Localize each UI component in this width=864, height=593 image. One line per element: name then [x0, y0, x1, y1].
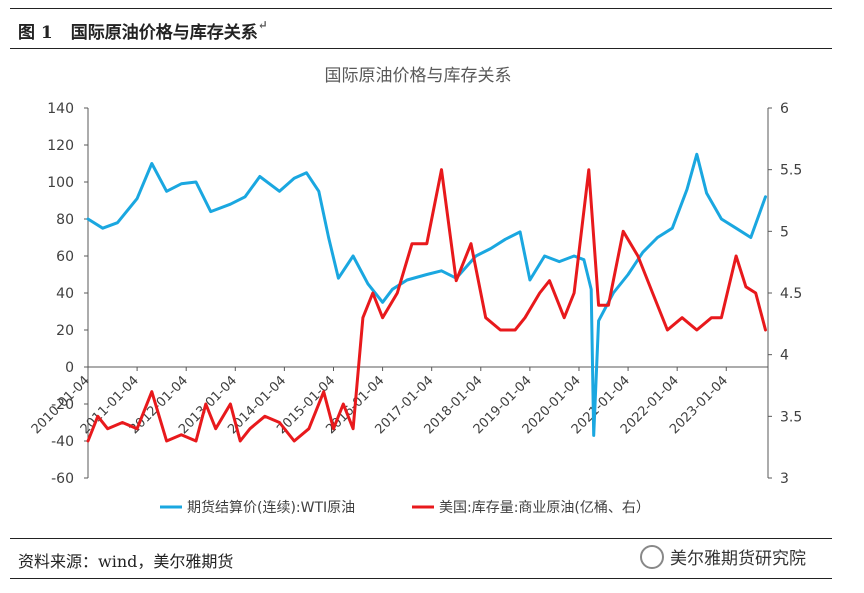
top-rule — [10, 8, 832, 9]
chart-title: 国际原油价格与库存关系 — [325, 66, 512, 86]
left-tick-label: 60 — [56, 249, 74, 265]
brand-watermark: 美尔雅期货研究院 — [640, 544, 806, 571]
line-chart: 国际原油价格与库存关系 -60 -40 -20 0 20 40 60 80 100 120 140 3… — [29, 66, 802, 516]
legend-label-wti: 期货结算价(连续):WTI原油 — [187, 499, 355, 516]
wechat-icon — [640, 545, 664, 569]
left-tick-label: -20 — [51, 397, 74, 413]
right-tick-label: 5 — [780, 224, 789, 240]
right-tick-label: 3.5 — [780, 409, 802, 425]
left-tick-label: 0 — [65, 360, 74, 376]
right-tick-label: 3 — [780, 471, 789, 487]
left-tick-label: -60 — [51, 471, 74, 487]
right-tick-label: 4 — [780, 348, 789, 364]
axes: -60 -40 -20 0 20 40 60 80 100 120 140 3 3.5 4 4.5 5 5.5 6… — [29, 101, 802, 487]
left-tick-label: 20 — [56, 323, 74, 339]
figure-number: 图 1 — [18, 23, 53, 43]
wti-price-line — [86, 152, 767, 437]
legend-label-inventory: 美国:库存量:商业原油(亿桶、右） — [439, 500, 650, 516]
us-crude-inventory-line — [86, 168, 767, 443]
figure-caption: 国际原油价格与库存关系 — [70, 23, 258, 43]
left-tick-label: -40 — [51, 434, 74, 450]
right-tick-label: 5.5 — [780, 163, 802, 179]
brand-name: 美尔雅期货研究院 — [670, 549, 806, 569]
right-tick-label: 4.5 — [780, 286, 802, 302]
figure-heading: 图 1 国际原油价格与库存关系 ↵ — [18, 18, 268, 43]
heading-rule — [10, 48, 832, 49]
left-tick-label: 100 — [47, 175, 74, 191]
left-tick-label: 120 — [47, 138, 74, 154]
series-lines — [86, 152, 767, 443]
legend: 期货结算价(连续):WTI原油 美国:库存量:商业原油(亿桶、右） — [160, 499, 650, 516]
source-top-rule — [10, 538, 832, 539]
source-bottom-rule — [10, 578, 832, 579]
right-tick-label: 6 — [780, 101, 789, 117]
left-tick-label: 40 — [56, 286, 74, 302]
source-note: 资料来源：wind，美尔雅期货 — [18, 552, 234, 571]
left-tick-label: 140 — [47, 101, 74, 117]
left-tick-label: 80 — [56, 212, 74, 228]
